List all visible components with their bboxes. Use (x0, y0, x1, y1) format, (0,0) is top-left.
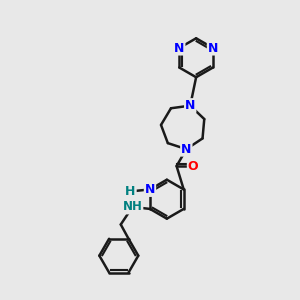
Text: O: O (188, 160, 198, 172)
Text: N: N (174, 41, 184, 55)
Text: N: N (208, 41, 218, 55)
Text: H: H (125, 185, 136, 198)
Text: NH: NH (122, 200, 142, 214)
Text: N: N (185, 99, 195, 112)
Text: N: N (145, 183, 155, 196)
Text: N: N (181, 142, 191, 156)
